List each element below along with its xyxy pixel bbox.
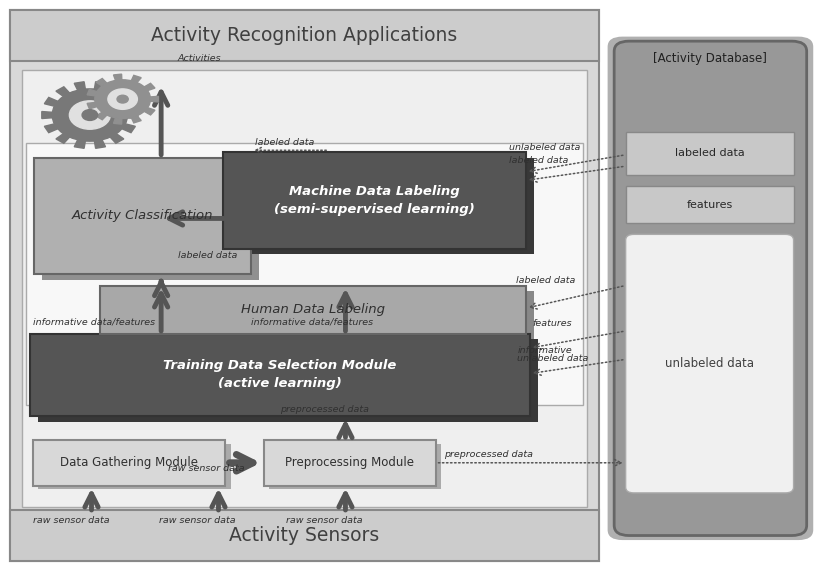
Text: unlabeled data: unlabeled data: [510, 143, 580, 152]
Bar: [264, 440, 436, 485]
Polygon shape: [127, 111, 138, 119]
Bar: [26, 143, 583, 405]
Text: Preprocessing Module: Preprocessing Module: [285, 456, 414, 469]
Polygon shape: [87, 102, 97, 109]
Bar: [22, 70, 587, 507]
Text: raw sensor data: raw sensor data: [287, 516, 363, 525]
Polygon shape: [96, 78, 107, 86]
Circle shape: [69, 101, 110, 129]
Bar: [10, 10, 599, 561]
Text: labeled data: labeled data: [256, 138, 315, 147]
Polygon shape: [150, 96, 159, 102]
Bar: [108, 291, 533, 340]
Polygon shape: [110, 87, 124, 96]
Bar: [270, 444, 441, 489]
Bar: [43, 163, 260, 280]
Text: raw sensor data: raw sensor data: [168, 464, 244, 473]
Polygon shape: [42, 111, 53, 119]
Polygon shape: [44, 98, 58, 106]
Text: informative data/features: informative data/features: [33, 317, 155, 326]
Polygon shape: [74, 140, 85, 148]
Text: features: features: [686, 199, 732, 210]
Bar: [626, 132, 793, 175]
Polygon shape: [95, 82, 105, 90]
Text: Activity Classification: Activity Classification: [72, 210, 214, 222]
Text: Machine Data Labeling
(semi-supervised learning): Machine Data Labeling (semi-supervised l…: [274, 185, 474, 216]
Text: Activities: Activities: [178, 54, 221, 63]
Text: informative data/features: informative data/features: [252, 317, 373, 326]
Circle shape: [108, 89, 137, 110]
Bar: [10, 510, 599, 561]
Bar: [35, 158, 252, 274]
Polygon shape: [144, 108, 155, 115]
Text: labeled data: labeled data: [516, 276, 575, 285]
Text: Human Data Labeling: Human Data Labeling: [241, 303, 385, 316]
Polygon shape: [87, 90, 97, 96]
Text: Data Gathering Module: Data Gathering Module: [60, 456, 198, 469]
Polygon shape: [96, 112, 107, 120]
Text: Activity Sensors: Activity Sensors: [229, 526, 380, 545]
Text: labeled data: labeled data: [178, 251, 237, 260]
Bar: [626, 186, 793, 223]
Polygon shape: [74, 82, 85, 90]
Bar: [30, 334, 530, 416]
Circle shape: [117, 95, 128, 103]
Polygon shape: [113, 118, 122, 124]
Circle shape: [95, 80, 150, 118]
Bar: [99, 286, 526, 334]
Polygon shape: [44, 124, 58, 132]
Text: preprocessed data: preprocessed data: [280, 405, 369, 413]
Text: unlabeled data: unlabeled data: [518, 354, 589, 363]
Text: labeled data: labeled data: [510, 156, 569, 165]
Polygon shape: [110, 134, 124, 143]
Polygon shape: [113, 74, 122, 81]
Polygon shape: [56, 134, 70, 143]
FancyBboxPatch shape: [626, 234, 793, 493]
Bar: [33, 440, 225, 485]
Circle shape: [52, 89, 127, 141]
Bar: [223, 152, 526, 248]
Text: preprocessed data: preprocessed data: [444, 450, 533, 459]
Polygon shape: [144, 83, 155, 91]
FancyBboxPatch shape: [614, 41, 806, 536]
Text: informative: informative: [518, 345, 572, 355]
Text: Training Data Selection Module
(active learning): Training Data Selection Module (active l…: [164, 360, 396, 391]
Polygon shape: [122, 98, 136, 106]
Polygon shape: [95, 140, 105, 148]
Text: raw sensor data: raw sensor data: [159, 516, 236, 525]
Circle shape: [82, 110, 98, 120]
Polygon shape: [122, 124, 136, 132]
Text: labeled data: labeled data: [675, 148, 745, 158]
Text: [Activity Database]: [Activity Database]: [653, 52, 768, 65]
Bar: [39, 340, 538, 422]
Polygon shape: [132, 75, 141, 83]
Bar: [10, 10, 599, 61]
Bar: [231, 158, 533, 254]
Text: Activity Recognition Applications: Activity Recognition Applications: [151, 26, 458, 45]
Text: unlabeled data: unlabeled data: [665, 357, 754, 370]
FancyBboxPatch shape: [607, 37, 813, 540]
Text: features: features: [532, 319, 572, 328]
Polygon shape: [132, 116, 141, 123]
Bar: [39, 444, 231, 489]
Polygon shape: [56, 87, 70, 96]
Text: raw sensor data: raw sensor data: [33, 516, 109, 525]
